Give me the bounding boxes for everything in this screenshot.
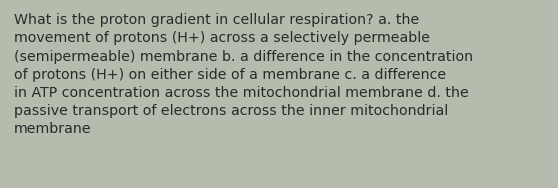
Text: What is the proton gradient in cellular respiration? a. the
movement of protons : What is the proton gradient in cellular … bbox=[14, 13, 473, 136]
